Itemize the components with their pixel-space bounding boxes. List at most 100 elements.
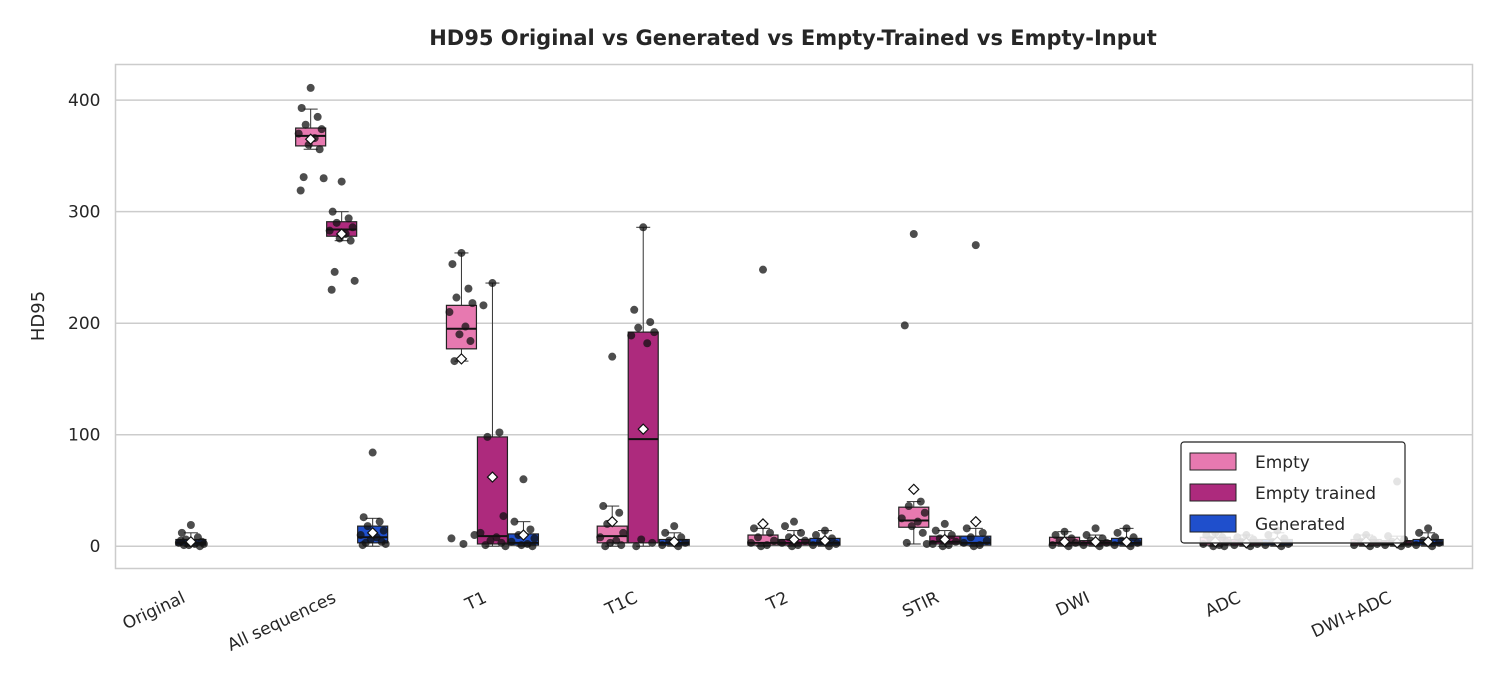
- data-point: [358, 541, 367, 550]
- box-empty-trained: [627, 223, 659, 551]
- box-generated: [658, 522, 690, 551]
- data-point: [1091, 524, 1100, 533]
- legend-swatch: [1189, 483, 1237, 502]
- data-point: [186, 521, 195, 530]
- data-point: [317, 125, 326, 134]
- data-point: [630, 305, 639, 314]
- data-point: [975, 541, 984, 550]
- x-tick-label: T1C: [601, 588, 640, 621]
- data-point: [617, 541, 626, 550]
- data-point: [448, 260, 457, 269]
- data-point: [681, 538, 690, 547]
- legend-label: Empty trained: [1255, 484, 1376, 504]
- data-point: [781, 522, 789, 531]
- mean-marker: [1089, 535, 1102, 548]
- data-point: [1435, 538, 1444, 547]
- x-tick-label: T1: [461, 588, 490, 616]
- data-point: [627, 331, 636, 340]
- data-point: [319, 174, 328, 183]
- mean-marker: [486, 471, 499, 483]
- data-point: [677, 533, 686, 542]
- data-point: [330, 267, 339, 276]
- data-point: [1122, 524, 1131, 533]
- data-point: [294, 129, 303, 138]
- data-point: [766, 528, 774, 537]
- data-point: [359, 513, 368, 522]
- data-point: [517, 541, 526, 550]
- x-tick-label: T2: [763, 588, 792, 616]
- data-point: [455, 330, 464, 339]
- data-point: [634, 323, 643, 332]
- plot-frame: [114, 63, 1474, 570]
- data-point: [966, 533, 975, 542]
- data-point: [907, 522, 916, 531]
- box-generated: [507, 475, 540, 551]
- data-point: [296, 186, 305, 195]
- data-point: [337, 177, 346, 186]
- data-point: [332, 218, 341, 227]
- data-point: [363, 522, 372, 531]
- box: [476, 436, 509, 545]
- data-point: [650, 328, 659, 337]
- data-point: [325, 226, 334, 235]
- data-point: [1412, 541, 1421, 550]
- y-axis: 0 100 200 300 400: [68, 91, 100, 557]
- mean-marker: [969, 515, 982, 528]
- data-point: [959, 538, 968, 547]
- legend-label: Generated: [1255, 515, 1345, 535]
- data-point: [928, 539, 937, 548]
- data-point: [971, 241, 980, 250]
- data-point: [481, 541, 490, 550]
- mean-marker: [819, 534, 831, 547]
- data-point: [495, 428, 504, 437]
- data-point: [1082, 531, 1091, 540]
- box-generated: [809, 526, 841, 551]
- data-point: [328, 207, 337, 216]
- box-empty-trained: [778, 517, 810, 551]
- data-point: [759, 265, 767, 274]
- data-point: [596, 533, 605, 542]
- legend-swatch: [1189, 452, 1237, 471]
- y-tick-label: 400: [68, 91, 100, 111]
- mean-marker: [1120, 535, 1133, 548]
- mean-marker: [304, 133, 317, 146]
- data-point: [658, 541, 667, 550]
- data-point: [452, 293, 461, 302]
- data-point: [931, 526, 940, 535]
- legend: Empty Empty trained Generated: [1180, 441, 1406, 544]
- data-point: [346, 236, 355, 245]
- box-empty: [294, 83, 328, 195]
- mean-marker: [335, 228, 348, 240]
- data-point: [639, 223, 648, 232]
- legend-box: [1180, 441, 1406, 544]
- box-empty-trained: [928, 519, 961, 551]
- data-point: [1048, 541, 1057, 550]
- data-point: [922, 539, 931, 548]
- chart-title: HD95 Original vs Generated vs Empty-Trai…: [429, 26, 1157, 50]
- data-point: [356, 531, 365, 540]
- box-empty-trained: [325, 177, 359, 294]
- data-point: [909, 229, 918, 238]
- data-point: [918, 528, 927, 537]
- data-point: [619, 528, 628, 537]
- mean-marker: [668, 535, 681, 548]
- mean-marker: [788, 533, 800, 546]
- data-point: [1431, 533, 1440, 542]
- box-generated: [356, 448, 390, 550]
- box-generated: [1110, 524, 1143, 551]
- data-point: [757, 542, 765, 551]
- data-point: [459, 539, 468, 548]
- box-empty: [897, 229, 931, 548]
- data-point: [940, 519, 949, 528]
- data-point: [476, 528, 485, 537]
- data-point: [1424, 524, 1433, 533]
- data-point: [812, 531, 820, 540]
- data-point: [900, 321, 909, 330]
- data-point: [670, 522, 679, 531]
- y-tick-label: 100: [68, 426, 100, 446]
- data-point: [763, 541, 771, 550]
- mean-marker: [455, 353, 468, 365]
- x-tick-label: Original: [120, 588, 189, 634]
- data-point: [969, 542, 978, 551]
